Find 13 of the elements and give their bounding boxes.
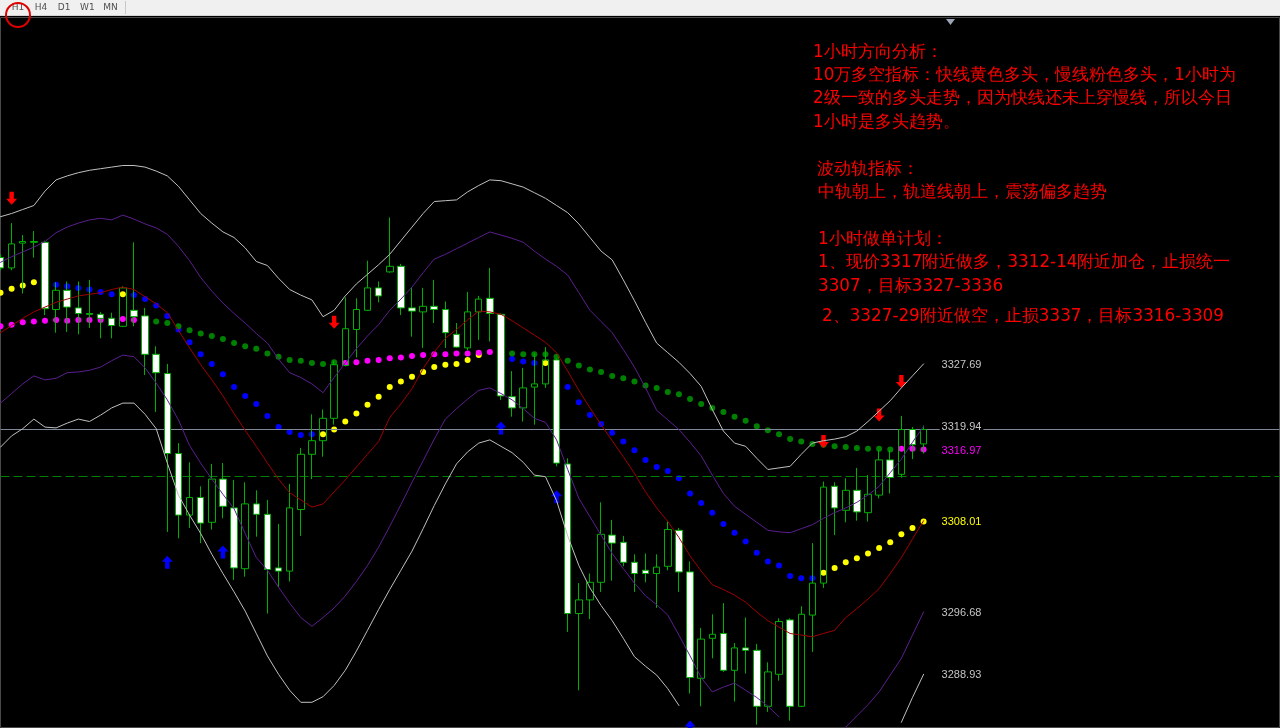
y-tick-label: 3327.69	[941, 357, 982, 370]
annotation: 1小时方向分析：	[813, 39, 944, 63]
annotation: 1小时做单计划：	[818, 226, 949, 250]
y-tick-label: 3296.68	[941, 606, 982, 619]
y-tick-label: 3319.94	[941, 419, 982, 432]
annotation: 波动轨指标：	[817, 156, 920, 180]
y-tick-label: 3288.93	[941, 668, 982, 681]
y-tick-label: 3308.01	[941, 515, 982, 528]
y-tick-label: 3316.97	[941, 443, 982, 456]
annotation: 2、3327-29附近做空，止损3337，目标3316-3309	[822, 303, 1225, 327]
annotation: 1、现价3317附近做多，3312-14附近加仓，止损统一3307，目标3327-3336	[818, 250, 1232, 297]
annotation: 中轨朝上，轨道线朝上，震荡偏多趋势	[818, 179, 1108, 203]
annotation: 10万多空指标：快线黄色多头，慢线粉色多头，1小时为2级一致的多头走势，因为快线还未上穿慢线，所以今日1小时是多头趋势。	[813, 62, 1238, 133]
